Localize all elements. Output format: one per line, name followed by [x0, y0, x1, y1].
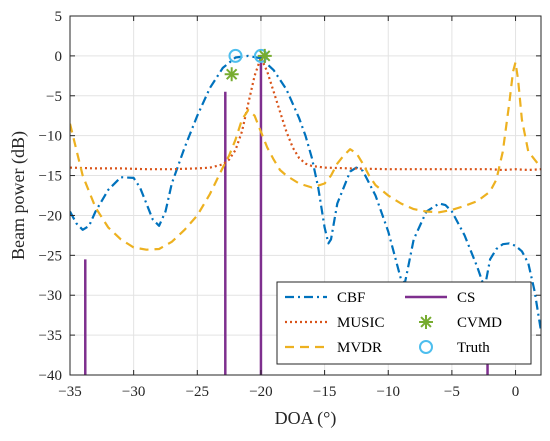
legend-swatch-cvmd [419, 315, 433, 329]
legend-label-truth: Truth [457, 340, 490, 356]
cvmd-marker [224, 67, 239, 82]
music-line [70, 56, 541, 172]
legend: CBF MUSIC MVDR CS CVMD Truth [276, 281, 532, 365]
axes-frame [69, 15, 542, 376]
legend-label-cbf: CBF [337, 290, 365, 306]
cvmd-marker-stroke [226, 68, 238, 80]
series-mvdr [70, 61, 541, 251]
y-tick-label: −5 [46, 89, 62, 105]
legend-box [276, 281, 532, 365]
x-tick-label: −35 [58, 384, 81, 400]
cvmd-marker [257, 48, 272, 63]
series-cbf [70, 54, 541, 332]
series-cvmd [224, 48, 272, 82]
x-tick-label: −20 [249, 384, 272, 400]
legend-item-mvdr: MVDR [285, 340, 382, 356]
x-tick-label: −25 [186, 384, 209, 400]
legend-item-music: MUSIC [285, 315, 385, 331]
x-tick-label: −30 [122, 384, 145, 400]
y-axis-label: Beam power (dB) [8, 131, 29, 260]
legend-item-cvmd: CVMD [419, 315, 502, 331]
axis-ticks: −35 −30 −25 −20 −15 −10 −5 0 5 0 −5 −10 −15 −20 −25 −30… [39, 9, 541, 400]
y-tick-label: −10 [39, 129, 62, 145]
x-tick-label: 0 [512, 384, 520, 400]
legend-swatch-truth [419, 340, 433, 354]
y-tick-label: −35 [39, 328, 62, 344]
x-tick-label: −5 [444, 384, 460, 400]
series-music [70, 56, 541, 172]
mvdr-line [70, 61, 541, 251]
legend-item-cbf: CBF [285, 290, 365, 306]
cvmd-marker-stroke [259, 50, 271, 62]
legend-label-cs: CS [457, 290, 475, 306]
y-tick-label: 0 [55, 49, 63, 65]
x-tick-label: −15 [313, 384, 336, 400]
plot-area [70, 48, 541, 375]
legend-swatch-cvmd-stroke [420, 316, 432, 328]
legend-label-music: MUSIC [337, 315, 385, 331]
legend-item-truth: Truth [419, 340, 490, 356]
y-tick-label: −40 [39, 368, 62, 384]
cbf-line [70, 54, 541, 332]
y-tick-label: −20 [39, 208, 62, 224]
legend-label-cvmd: CVMD [457, 315, 502, 331]
legend-item-cs: CS [405, 290, 475, 306]
x-axis-label: DOA (°) [275, 408, 337, 429]
truth-marker [228, 48, 243, 63]
y-tick-label: 5 [55, 9, 63, 25]
series-cs [84, 55, 489, 375]
y-tick-label: −30 [39, 288, 62, 304]
legend-label-mvdr: MVDR [337, 340, 382, 356]
y-tick-label: −15 [39, 169, 62, 185]
x-tick-label: −10 [377, 384, 400, 400]
y-tick-label: −25 [39, 248, 62, 264]
